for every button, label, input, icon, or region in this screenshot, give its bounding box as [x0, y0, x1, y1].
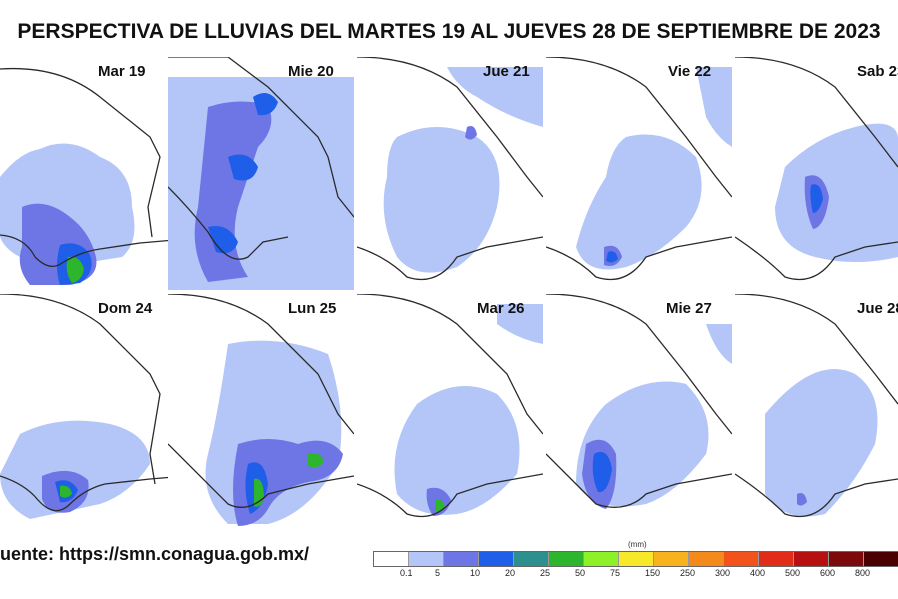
legend-swatch — [444, 552, 479, 566]
panel-date-label: Sab 23 — [857, 63, 898, 80]
legend-tick-label: 800 — [855, 568, 871, 578]
legend-tick-label: 5 — [435, 568, 441, 578]
rain-map — [546, 294, 732, 509]
legend-swatch — [409, 552, 444, 566]
forecast-map-panel: Mie 20 — [168, 57, 354, 290]
panel-date-label: Vie 22 — [668, 63, 712, 80]
rain-map — [546, 57, 732, 281]
forecast-map-panel: Sab 23 — [735, 57, 898, 290]
rain-map — [357, 57, 543, 281]
forecast-map-panel: Vie 22 — [546, 57, 732, 290]
legend-swatch — [374, 552, 409, 566]
forecast-map-grid: Mar 19 Mie 20 Jue 21 — [0, 57, 898, 527]
legend-swatch — [689, 552, 724, 566]
legend-tick-label: 0.1 — [400, 568, 413, 578]
legend-colorbar — [373, 551, 898, 567]
forecast-map-panel: Jue 28 — [735, 294, 898, 527]
rain-map — [735, 57, 898, 281]
panel-date-label: Dom 24 — [98, 300, 153, 317]
legend-swatch — [584, 552, 619, 566]
panel-date-label: Mar 19 — [98, 63, 146, 80]
legend-tick-label: 20 — [505, 568, 516, 578]
legend-ticks: 0.1 5 10 20 25 50 75 150 250 300 400 500 600 800 — [370, 568, 898, 582]
panel-date-label: Jue 21 — [483, 63, 530, 80]
map-title: PERSPECTIVA DE LLUVIAS DEL MARTES 19 AL … — [17, 20, 881, 43]
forecast-map-panel: Jue 21 — [357, 57, 543, 290]
legend-tick-label: 50 — [575, 568, 586, 578]
legend-swatch — [724, 552, 759, 566]
legend-tick-label: 150 — [645, 568, 661, 578]
rain-map — [168, 294, 354, 526]
legend-swatch — [619, 552, 654, 566]
forecast-map-panel: Mar 26 — [357, 294, 543, 527]
panel-date-label: Mar 26 — [477, 300, 525, 317]
rain-map — [168, 57, 354, 290]
forecast-map-panel: Dom 24 — [0, 294, 186, 527]
legend-swatch — [759, 552, 794, 566]
rain-map — [735, 294, 898, 518]
legend-unit: (mm) — [628, 540, 647, 549]
legend-swatch — [479, 552, 514, 566]
rain-map — [0, 67, 186, 285]
legend-swatch — [654, 552, 689, 566]
panel-date-label: Mie 20 — [288, 63, 334, 80]
legend-swatch — [549, 552, 584, 566]
forecast-map-panel: Mar 19 — [0, 57, 186, 290]
legend-tick-label: 75 — [610, 568, 621, 578]
legend-swatch — [794, 552, 829, 566]
legend-tick-label: 400 — [750, 568, 766, 578]
legend-tick-label: 25 — [540, 568, 551, 578]
legend-swatch — [514, 552, 549, 566]
legend-tick-label: 600 — [820, 568, 836, 578]
legend-tick-label: 10 — [470, 568, 481, 578]
panel-date-label: Lun 25 — [288, 300, 337, 317]
forecast-map-panel: Lun 25 — [168, 294, 354, 527]
legend-swatch — [864, 552, 898, 566]
legend-tick-label: 500 — [785, 568, 801, 578]
legend-tick-label: 300 — [715, 568, 731, 578]
legend-tick-label: 250 — [680, 568, 696, 578]
rain-map — [0, 294, 186, 519]
rain-map — [357, 294, 543, 518]
panel-date-label: Jue 28 — [857, 300, 898, 317]
precipitation-legend: (mm) 0.1 5 10 20 25 50 75 150 250 300 400 500 600 800 — [370, 540, 898, 584]
legend-swatch — [829, 552, 864, 566]
source-credit: uente: https://smn.conagua.gob.mx/ — [0, 544, 310, 564]
panel-date-label: Mie 27 — [666, 300, 712, 317]
forecast-map-panel: Mie 27 — [546, 294, 732, 527]
